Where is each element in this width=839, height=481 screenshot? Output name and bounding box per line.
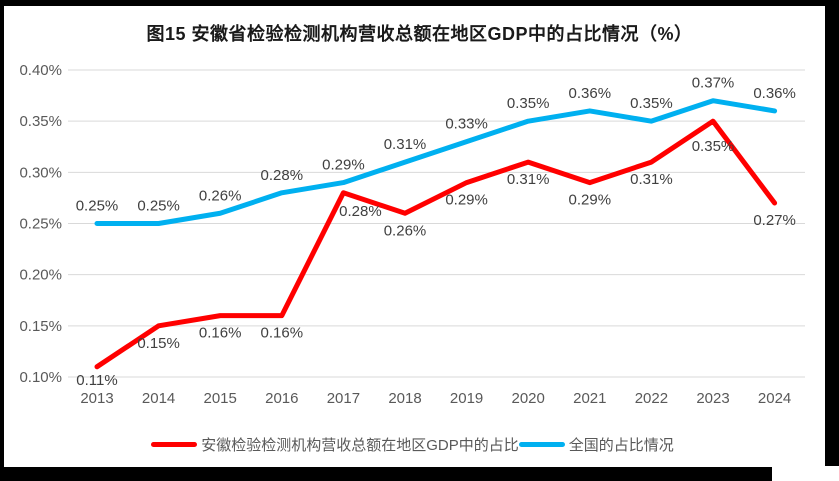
frame-border-top <box>0 0 839 6</box>
data-label-national: 0.37% <box>692 75 735 92</box>
data-label-national: 0.25% <box>137 198 180 215</box>
data-label-national: 0.35% <box>630 95 673 112</box>
data-label-national: 0.28% <box>261 167 304 184</box>
x-axis-tick-label: 2013 <box>80 390 113 407</box>
data-label-anhui: 0.16% <box>261 325 304 342</box>
x-axis-tick-label: 2019 <box>450 390 483 407</box>
y-axis-tick-label: 0.25% <box>19 216 62 233</box>
data-label-national: 0.33% <box>445 116 488 133</box>
legend-label-national: 全国的占比情况 <box>568 437 674 454</box>
y-axis-tick-label: 0.20% <box>19 267 62 284</box>
data-label-national: 0.36% <box>753 85 796 102</box>
frame-border-right <box>825 0 839 466</box>
data-label-anhui: 0.29% <box>445 192 488 209</box>
x-axis-tick-label: 2023 <box>696 390 729 407</box>
data-label-national: 0.31% <box>384 136 427 153</box>
y-axis-tick-label: 0.15% <box>19 318 62 335</box>
data-label-anhui: 0.35% <box>692 138 735 155</box>
x-axis-tick-label: 2015 <box>204 390 237 407</box>
y-axis-tick-label: 0.35% <box>19 113 62 130</box>
y-axis-tick-label: 0.30% <box>19 164 62 181</box>
data-label-anhui: 0.15% <box>137 335 180 352</box>
data-label-anhui: 0.26% <box>384 222 427 239</box>
x-axis-tick-label: 2024 <box>758 390 791 407</box>
legend-label-anhui: 安徽检验检测机构营收总额在地区GDP中的占比 <box>201 437 519 454</box>
y-axis-tick-label: 0.40% <box>19 62 62 79</box>
x-axis-tick-label: 2021 <box>573 390 606 407</box>
data-label-national: 0.35% <box>507 95 550 112</box>
data-label-national: 0.26% <box>199 187 242 204</box>
data-label-anhui: 0.28% <box>339 203 382 220</box>
chart-title: 图15 安徽省检验检测机构营收总额在地区GDP中的占比情况（%） <box>146 24 693 44</box>
data-label-national: 0.25% <box>76 198 119 215</box>
series-line-national <box>94 98 778 226</box>
data-label-anhui: 0.31% <box>630 171 673 188</box>
x-axis-tick-label: 2018 <box>388 390 421 407</box>
frame-border-left <box>0 0 4 467</box>
x-axis-tick-label: 2017 <box>327 390 360 407</box>
data-label-national: 0.29% <box>322 157 365 174</box>
chart-legend: 安徽检验检测机构营收总额在地区GDP中的占比 全国的占比情况 <box>0 434 825 455</box>
data-label-anhui: 0.31% <box>507 171 550 188</box>
data-label-national: 0.36% <box>569 85 612 102</box>
data-label-anhui: 0.16% <box>199 325 242 342</box>
data-label-anhui: 0.27% <box>753 212 796 229</box>
national-line-swatch-icon <box>518 442 565 447</box>
x-axis-tick-label: 2016 <box>265 390 298 407</box>
x-axis-tick-label: 2014 <box>142 390 175 407</box>
series-line-anhui <box>94 118 778 370</box>
y-axis-tick-label: 0.10% <box>19 369 62 386</box>
x-axis-tick-label: 2020 <box>512 390 545 407</box>
data-label-anhui: 0.11% <box>76 372 117 389</box>
anhui-line-swatch-icon <box>151 442 198 447</box>
legend-item-anhui: 安徽检验检测机构营收总额在地区GDP中的占比 <box>151 434 519 455</box>
data-label-anhui: 0.29% <box>569 192 612 209</box>
frame-border-bottom <box>0 467 772 481</box>
legend-item-national: 全国的占比情况 <box>518 434 674 455</box>
x-axis-tick-label: 2022 <box>635 390 668 407</box>
